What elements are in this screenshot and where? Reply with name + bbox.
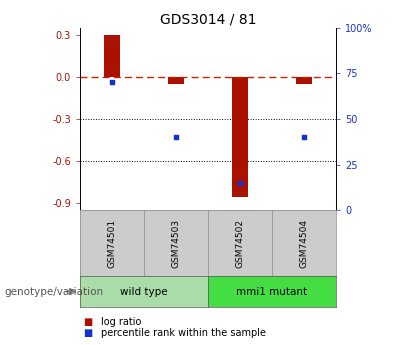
Bar (168, 77, 184, 84)
Text: mmi1 mutant: mmi1 mutant (236, 287, 307, 296)
Point (108, 80, 115, 85)
Title: GDS3014 / 81: GDS3014 / 81 (160, 12, 256, 27)
Text: wild type: wild type (120, 287, 168, 296)
Point (236, 180, 243, 186)
Text: GSM74501: GSM74501 (108, 219, 116, 268)
Text: ■: ■ (84, 317, 93, 326)
Point (173, 135, 179, 140)
Text: percentile rank within the sample: percentile rank within the sample (101, 328, 266, 338)
Text: GSM74503: GSM74503 (171, 219, 180, 268)
Text: GSM74502: GSM74502 (236, 219, 244, 268)
Bar (296, 77, 312, 84)
Text: ■: ■ (84, 328, 93, 338)
Bar (104, 34, 120, 77)
Text: genotype/variation: genotype/variation (4, 287, 103, 296)
Bar (232, 77, 248, 197)
Point (301, 135, 307, 140)
Text: log ratio: log ratio (101, 317, 141, 326)
Text: GSM74504: GSM74504 (299, 219, 308, 268)
